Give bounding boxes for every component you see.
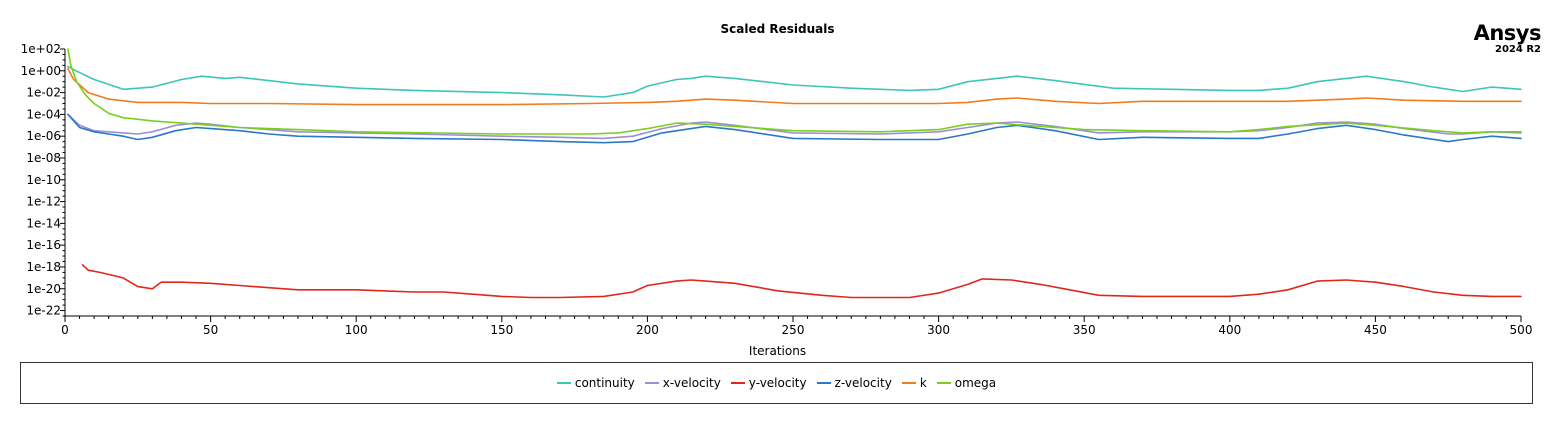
brand-logo: Ansys 2024 R2 [1473, 21, 1542, 56]
y-tick-label: 1e-04 [26, 107, 61, 121]
legend-swatch [644, 382, 659, 384]
brand-version: 2024 R2 [1495, 44, 1541, 55]
legend-swatch [936, 382, 951, 384]
legend-label: omega [954, 376, 997, 390]
series-layer [67, 48, 1522, 299]
x-tick-label: 400 [1218, 323, 1241, 337]
y-tick-label: 1e-12 [26, 195, 61, 209]
brand-name: Ansys [1473, 21, 1542, 45]
x-tick-label: 100 [345, 323, 368, 337]
y-tick-label: 1e+02 [21, 42, 61, 56]
y-tick-label: 1e-14 [26, 216, 61, 230]
legend-swatch [730, 382, 745, 384]
legend-label: continuity [574, 376, 635, 390]
y-tick-label: 1e+00 [21, 64, 61, 78]
x-tick-label: 200 [636, 323, 659, 337]
x-tick-label: 450 [1364, 323, 1387, 337]
legend-swatch [816, 382, 831, 384]
legend-label: y-velocity [748, 376, 807, 390]
series-line-k [67, 67, 1522, 106]
chart-title: Scaled Residuals [720, 22, 835, 36]
y-tick-label: 1e-08 [26, 151, 61, 165]
legend-item-y-velocity: y-velocity [730, 376, 807, 390]
x-tick-label: 0 [61, 323, 69, 337]
axes: 0 50 100 150 200 250 300 350 400 450 500 1e+02 1e+00… [21, 42, 1533, 337]
y-tick-label: 1e-18 [26, 260, 61, 274]
series-line-continuity [67, 65, 1522, 98]
legend: continuity x-velocity y-velocity z-velocity… [20, 362, 1533, 404]
series-line-y-velocity [81, 263, 1522, 299]
legend-label: x-velocity [662, 376, 721, 390]
x-tick-label: 250 [782, 323, 805, 337]
legend-item-continuity: continuity [556, 376, 635, 390]
legend-swatch [556, 382, 571, 384]
x-tick-label: 300 [927, 323, 950, 337]
legend-swatch [901, 382, 916, 384]
legend-label: k [919, 376, 927, 390]
x-tick-label: 500 [1510, 323, 1533, 337]
x-axis-label: Iterations [748, 344, 807, 358]
y-tick-label: 1e-20 [26, 282, 61, 296]
legend-label: z-velocity [834, 376, 892, 390]
y-tick-label: 1e-22 [26, 304, 61, 318]
y-tick-label: 1e-16 [26, 238, 61, 252]
series-line-z-velocity [67, 113, 1522, 144]
y-tick-label: 1e-10 [26, 173, 61, 187]
y-tick-label: 1e-06 [26, 129, 61, 143]
legend-item-k: k [901, 376, 927, 390]
x-tick-label: 350 [1073, 323, 1096, 337]
legend-item-omega: omega [936, 376, 997, 390]
legend-item-z-velocity: z-velocity [816, 376, 892, 390]
x-tick-label: 150 [490, 323, 513, 337]
x-tick-label: 50 [203, 323, 218, 337]
y-tick-label: 1e-02 [26, 86, 61, 100]
legend-item-x-velocity: x-velocity [644, 376, 721, 390]
series-line-omega [67, 48, 1522, 135]
